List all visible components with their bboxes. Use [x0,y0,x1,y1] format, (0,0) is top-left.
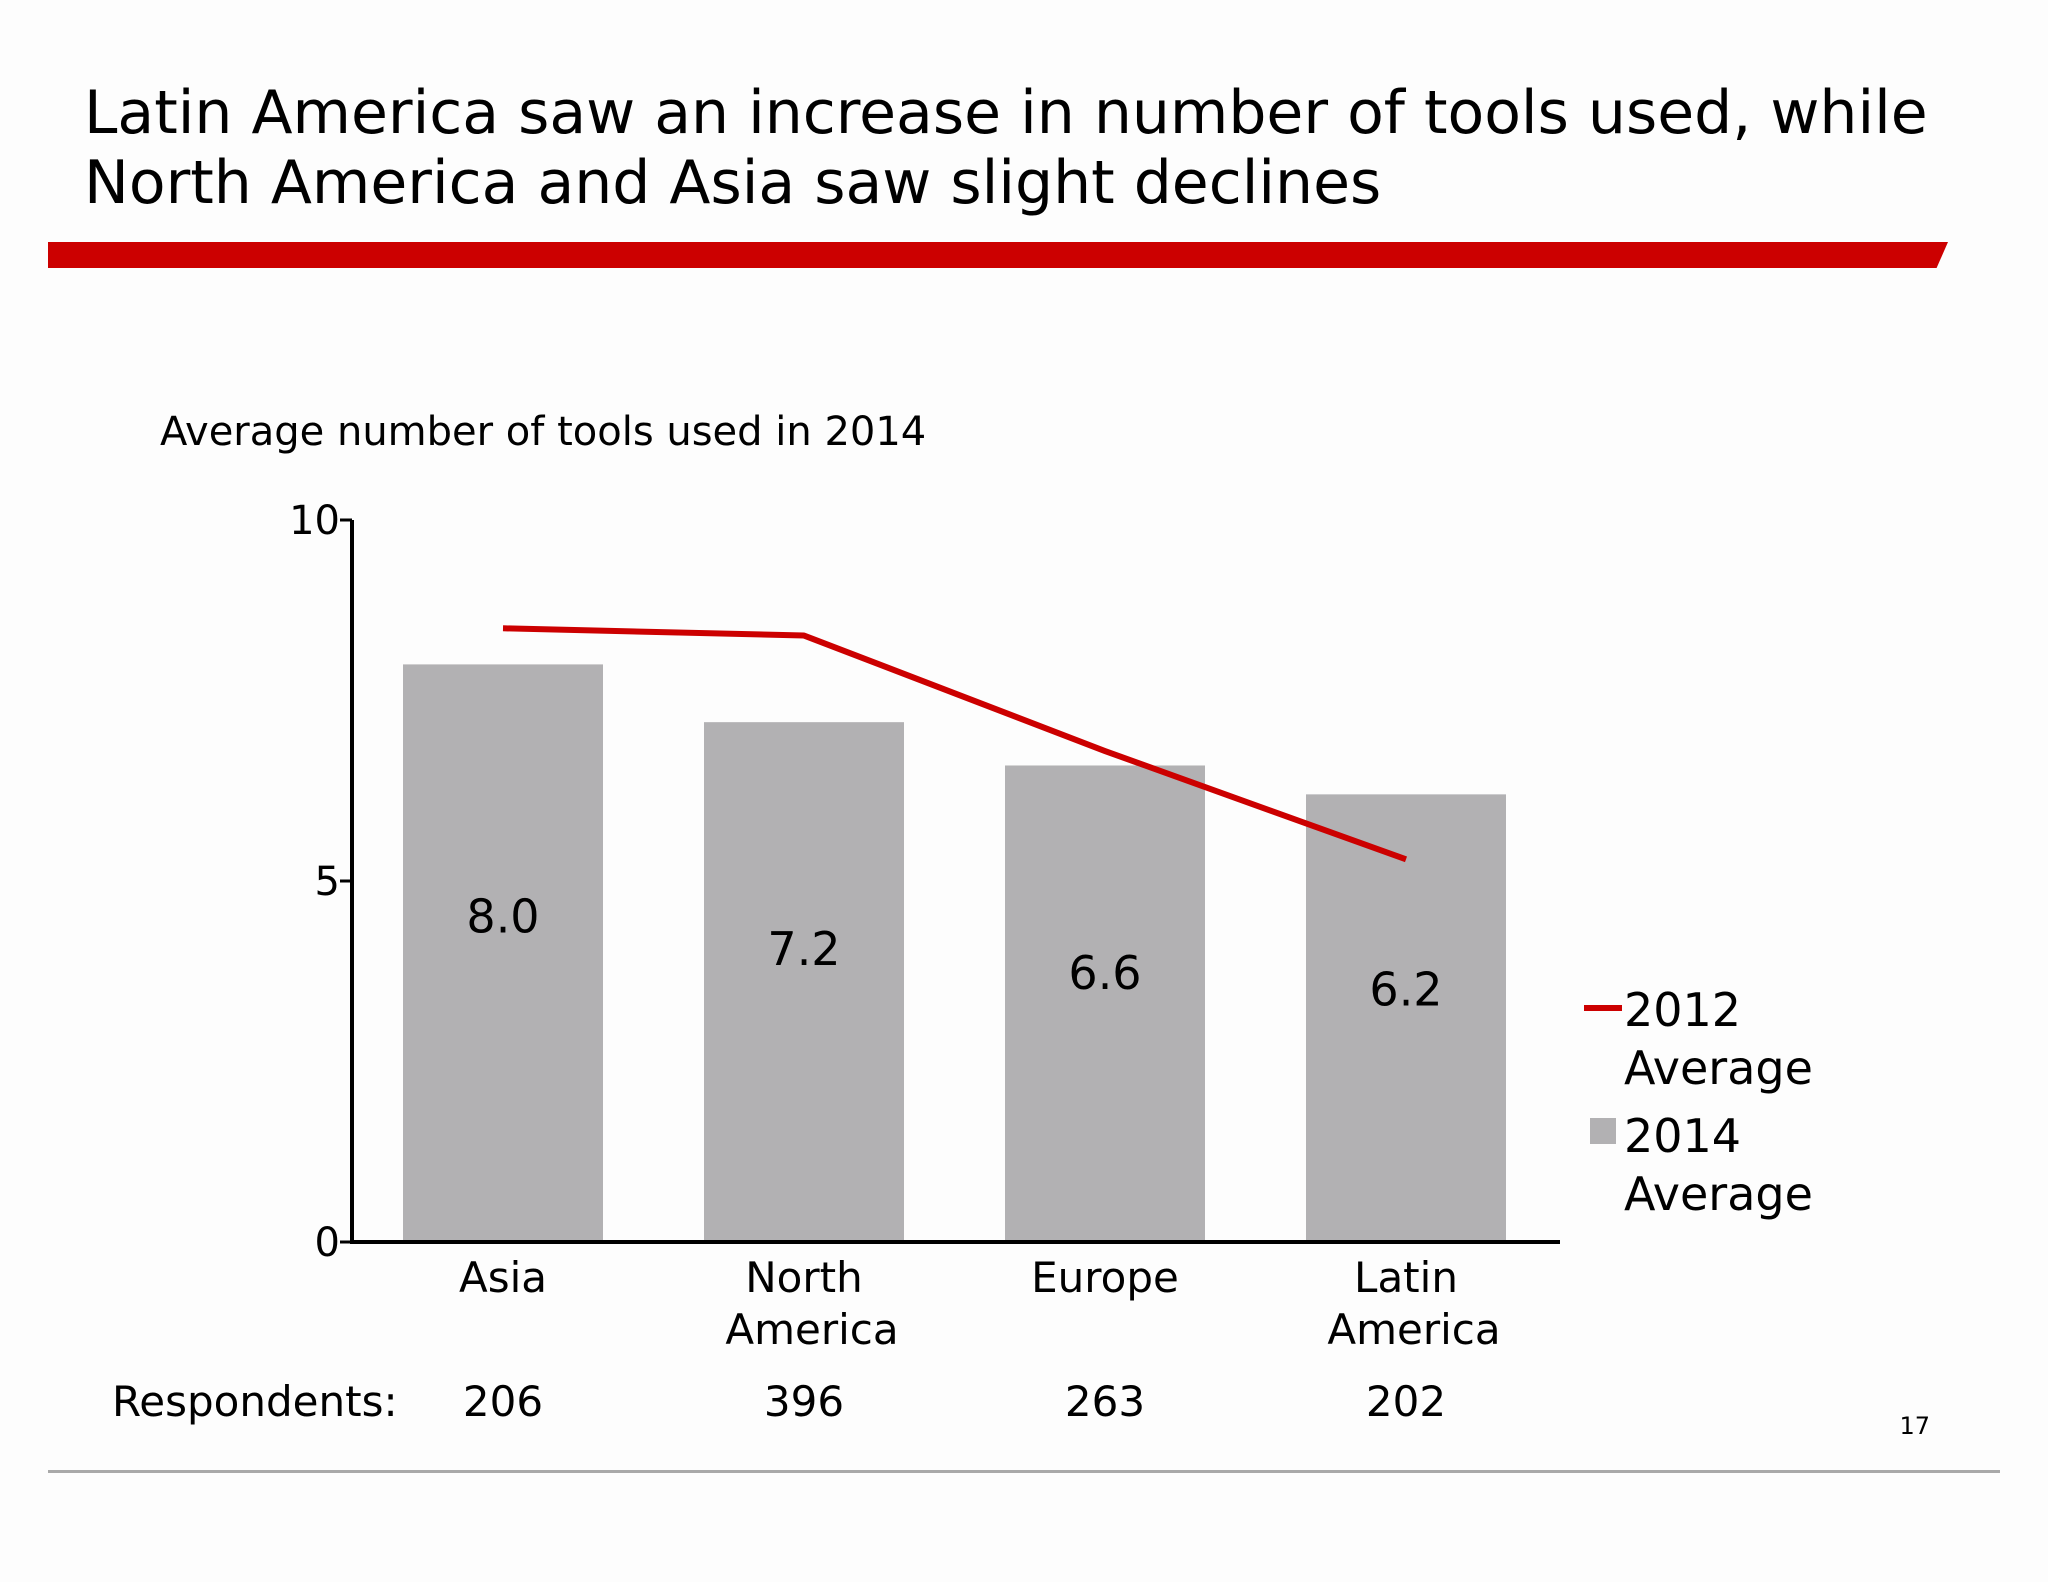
bar-north-america [704,722,904,1242]
bar-asia [403,664,603,1242]
x-category-label: North [745,1253,862,1302]
legend-bar-swatch [1590,1118,1616,1144]
y-tick-label: 10 [289,498,340,544]
chart-title: Average number of tools used in 2014 [160,409,926,455]
bars-layer [403,664,1506,1242]
respondents-row: Respondents: 206 396 263 202 [112,1377,1446,1426]
axes-layer: 0 5 10 [289,498,1560,1266]
bar-latin-america [1306,794,1506,1242]
bar-value-label: 7.2 [767,922,840,976]
x-category-label: Europe [1031,1253,1179,1302]
legend-label-line-1: 2012 [1624,983,1741,1037]
y-tick-label: 5 [315,859,340,905]
line-2012-average [502,625,1408,863]
x-category-label: Latin [1354,1253,1458,1302]
legend-label-line-2: Average [1624,1041,1813,1095]
page-number: 17 [1899,1412,1930,1440]
legend-label-line-2: Average [1624,1167,1813,1221]
respondents-count: 396 [764,1377,844,1426]
x-category-label: America [725,1305,898,1354]
title-accent-band [48,242,1948,268]
bar-europe [1005,765,1205,1242]
bar-value-label: 8.0 [466,890,539,944]
bottom-divider [48,1470,2000,1473]
x-category-label: America [1327,1305,1500,1354]
bar-value-label: 6.6 [1068,946,1141,1000]
slide-title-line-1: Latin America saw an increase in number … [84,78,1928,148]
respondents-count: 206 [463,1377,543,1426]
respondents-label: Respondents: [112,1377,398,1426]
slide-title: Latin America saw an increase in number … [84,78,1964,218]
y-tick-label: 0 [315,1220,340,1266]
slide-title-line-2: North America and Asia saw slight declin… [84,148,1382,218]
x-category-label: Asia [459,1253,547,1302]
legend-label-line-1: 2014 [1624,1109,1741,1163]
bar-value-label: 6.2 [1369,962,1442,1016]
line-layer [502,625,1408,863]
respondents-count: 202 [1366,1377,1446,1426]
respondents-count: 263 [1065,1377,1145,1426]
